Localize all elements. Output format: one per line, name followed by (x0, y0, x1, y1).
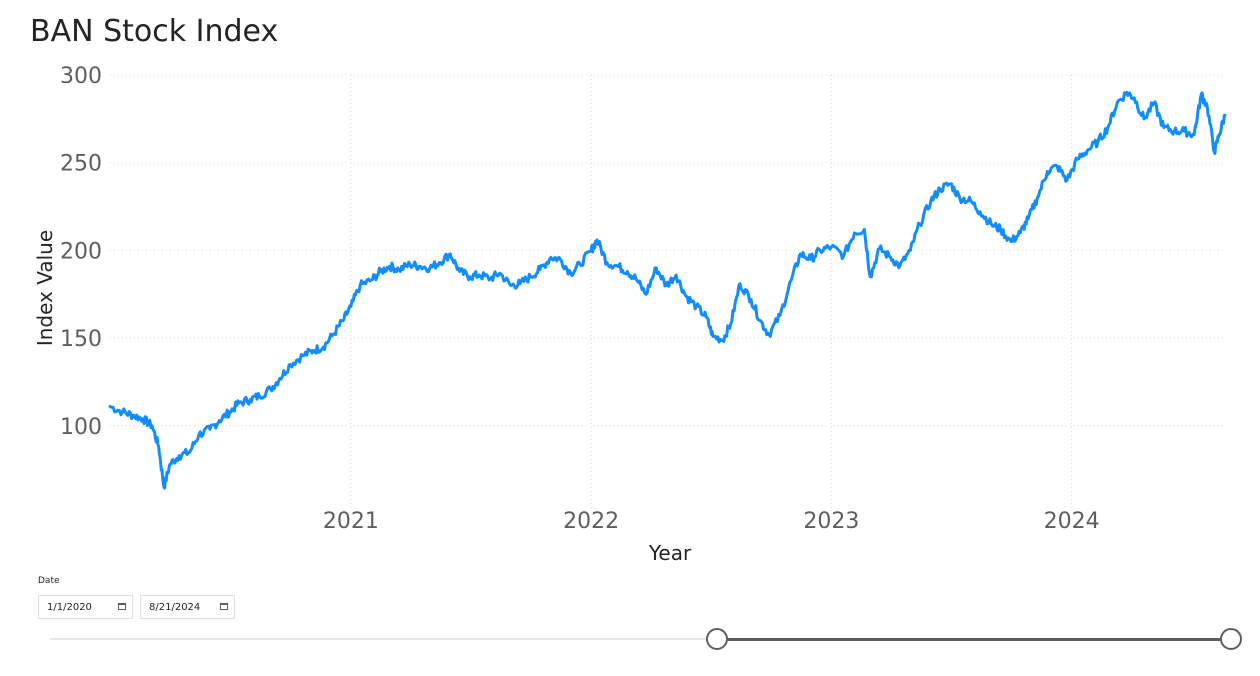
chart-title: BAN Stock Index (30, 14, 279, 49)
start-date-value: 1/1/2020 (47, 601, 92, 613)
y-tick-label: 300 (60, 64, 102, 89)
x-tick-label: 2022 (563, 509, 619, 534)
y-axis-ticks: 100 150 200 250 300 (60, 64, 102, 440)
x-axis-ticks: 2021 2022 2023 2024 (323, 509, 1100, 534)
y-tick-label: 100 (60, 415, 102, 440)
y-axis-title: Index Value (33, 230, 57, 346)
date-range-slider-selected (717, 638, 1232, 641)
slider-end-handle[interactable] (1220, 628, 1242, 650)
y-tick-label: 250 (60, 152, 102, 177)
end-date-value: 8/21/2024 (149, 601, 201, 613)
line-chart: 100 150 200 250 300 2021 2022 2023 2024 Year In… (33, 64, 1227, 565)
slider-start-handle[interactable] (706, 628, 728, 650)
y-tick-label: 150 (60, 327, 102, 352)
date-range-slider-track[interactable] (50, 638, 1232, 640)
start-date-input[interactable]: 1/1/2020 (38, 595, 133, 619)
x-tick-label: 2021 (323, 509, 379, 534)
x-tick-label: 2023 (803, 509, 859, 534)
grid-lines (110, 74, 1225, 510)
y-tick-label: 200 (60, 239, 102, 264)
calendar-icon[interactable] (118, 603, 126, 610)
x-axis-title: Year (648, 541, 692, 565)
calendar-icon[interactable] (220, 603, 228, 610)
date-slicer-label: Date (38, 576, 60, 586)
series-line-ban-index (108, 91, 1227, 490)
end-date-input[interactable]: 8/21/2024 (140, 595, 235, 619)
x-tick-label: 2024 (1044, 509, 1100, 534)
